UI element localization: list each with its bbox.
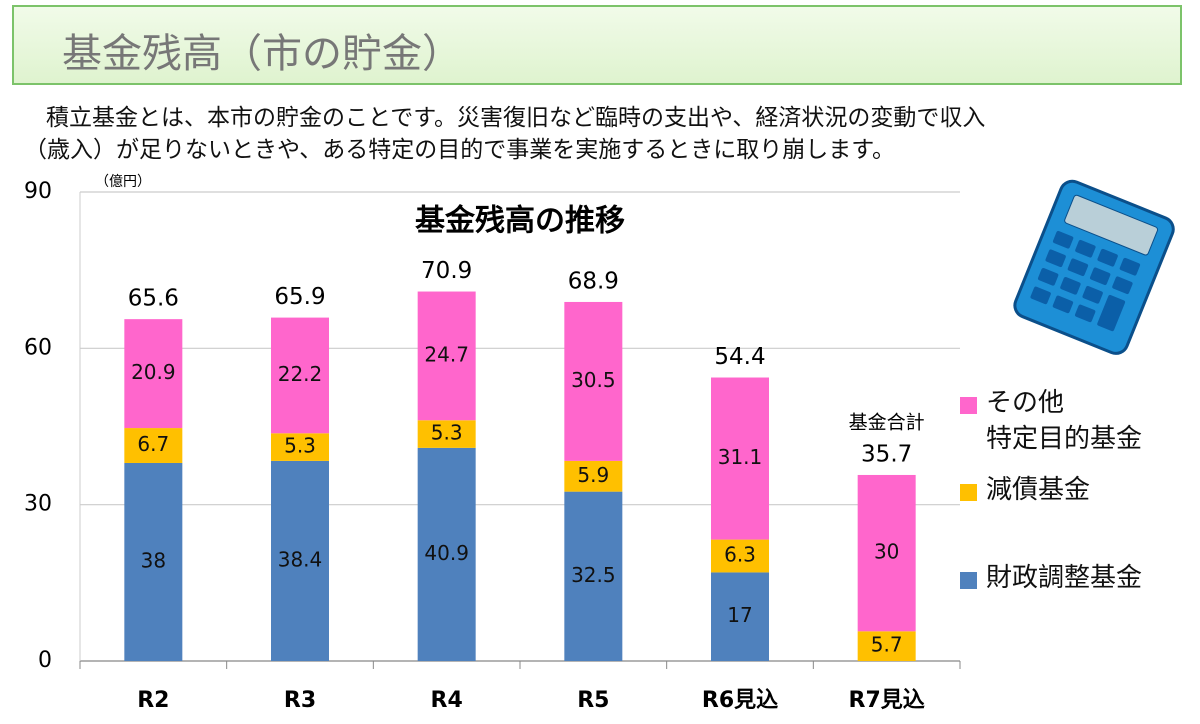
total-annotation: 基金合計 — [849, 411, 925, 433]
value-label: 31.1 — [718, 445, 763, 469]
calculator-icon — [1013, 179, 1175, 355]
legend-swatch — [960, 397, 977, 414]
bar-segment — [417, 447, 476, 661]
legend-swatch — [960, 572, 977, 589]
description: 積立基金とは、本市の貯金のことです。災害復旧など臨時の支出や、経済状況の変動で収… — [24, 102, 1184, 166]
legend-label: その他 特定目的基金 — [986, 388, 1143, 454]
bar-segment — [271, 317, 329, 434]
total-label: 65.6 — [128, 286, 179, 312]
bar-segment — [124, 319, 183, 429]
bar-segment — [271, 433, 329, 461]
value-label: 6.7 — [137, 432, 169, 456]
value-label: 32.5 — [571, 563, 616, 587]
x-tick-label: R5 — [577, 688, 609, 713]
value-label: 5.3 — [284, 434, 316, 458]
bar-segment — [711, 377, 769, 540]
total-label: 68.9 — [568, 268, 619, 294]
legend-label: 財政調整基金 — [986, 563, 1143, 593]
value-label: 6.3 — [724, 542, 756, 566]
description-line: 積立基金とは、本市の貯金のことです。災害復旧など臨時の支出や、経済状況の変動で収… — [46, 105, 986, 131]
bar-segment — [124, 428, 183, 463]
value-label: 5.7 — [871, 633, 903, 657]
total-label: 35.7 — [861, 441, 912, 467]
total-label: 70.9 — [421, 258, 472, 284]
value-label: 24.7 — [424, 342, 469, 366]
total-label: 54.4 — [714, 344, 765, 370]
x-tick-label: R6見込 — [702, 688, 778, 713]
bar-segment — [417, 291, 476, 421]
bar-segment — [564, 491, 623, 661]
bar-segment — [124, 462, 183, 661]
value-label: 38 — [141, 548, 166, 572]
header-title: 基金残高（市の貯金） — [62, 31, 462, 77]
chart-title: 基金残高の推移 — [415, 204, 625, 239]
value-label: 5.9 — [577, 463, 609, 487]
value-label: 17 — [727, 603, 752, 627]
value-label: 22.2 — [278, 362, 323, 386]
header: 基金残高（市の貯金） — [12, 5, 1182, 85]
bar-segment — [711, 572, 769, 661]
bar-segment — [271, 460, 329, 661]
legend-swatch — [960, 484, 977, 501]
description-line: （歳入）が足りないときや、ある特定の目的で事業を実施するときに取り崩します。 — [24, 137, 896, 163]
value-label: 30.5 — [571, 368, 616, 392]
x-tick-label: R4 — [431, 688, 463, 713]
y-tick-label: 60 — [24, 335, 52, 360]
value-label: 30 — [874, 540, 899, 564]
value-label: 20.9 — [131, 360, 176, 384]
bar-segment — [564, 460, 623, 492]
y-tick-label: 90 — [24, 179, 52, 204]
total-label: 65.9 — [274, 284, 325, 310]
x-tick-label: R2 — [137, 688, 169, 713]
x-tick-label: R7見込 — [849, 688, 925, 713]
bar-segment — [857, 631, 916, 661]
legend-label: 減債基金 — [986, 475, 1091, 505]
bar-segment — [857, 474, 916, 632]
value-label: 38.4 — [278, 547, 323, 571]
bar-segment — [711, 539, 769, 573]
y-tick-label: 0 — [38, 648, 52, 673]
bar-segment — [564, 301, 623, 461]
bar-segment — [417, 420, 476, 448]
value-label: 40.9 — [424, 541, 469, 565]
y-tick-label: 30 — [24, 492, 52, 517]
y-unit: （億円） — [95, 174, 151, 190]
x-tick-label: R3 — [284, 688, 316, 713]
value-label: 5.3 — [431, 421, 463, 445]
